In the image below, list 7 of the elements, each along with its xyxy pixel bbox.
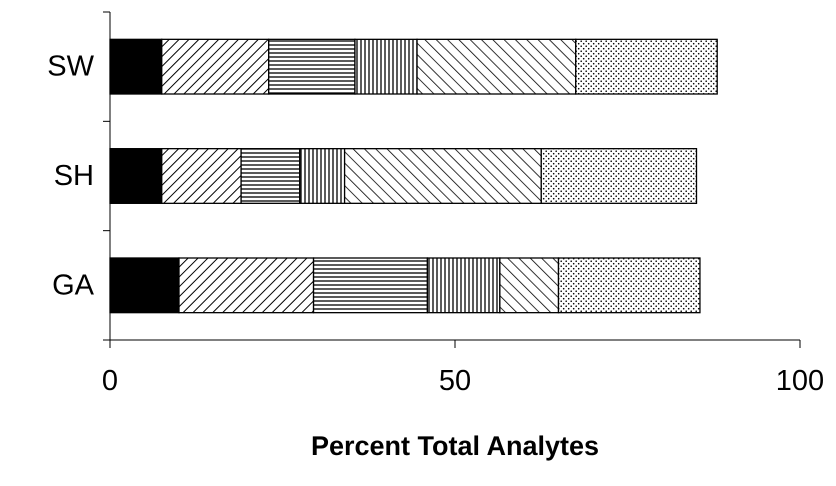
x-tick-label: 0 — [102, 365, 118, 397]
y-tick-label: GA — [52, 269, 95, 302]
x-tick-label: 100 — [776, 365, 824, 397]
y-tick-label: SH — [54, 160, 94, 192]
x-tick-label: 50 — [438, 365, 472, 397]
y-tick-label: SW — [47, 50, 95, 83]
x-axis-title: Percent Total Analytes — [310, 431, 600, 461]
